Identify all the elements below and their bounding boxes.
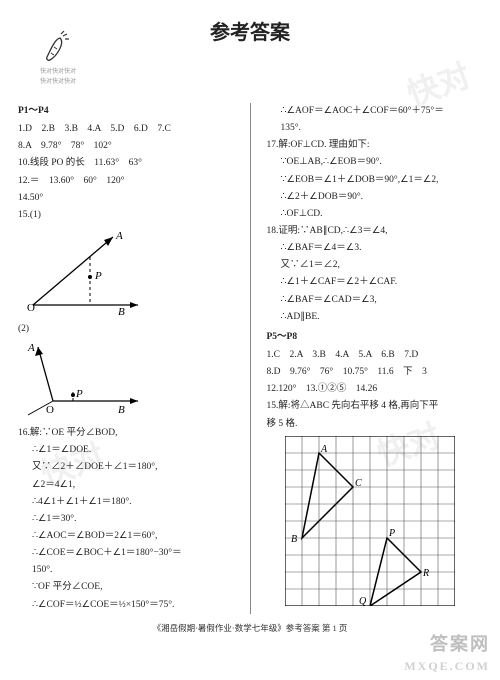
answer-line: 8.D 9.76° 76° 10.75° 11.6 下 3 xyxy=(267,364,483,380)
svg-text:O: O xyxy=(46,404,54,416)
svg-text:R: R xyxy=(422,568,429,579)
right-column: ∴∠AOF＝∠AOC＋∠COF＝60°＋75°＝ 135°. 17.解:OF⊥C… xyxy=(267,103,483,614)
svg-text:B: B xyxy=(118,404,125,416)
svg-text:A: A xyxy=(320,444,328,455)
svg-text:P: P xyxy=(75,388,83,400)
answer-line: 14.50° xyxy=(18,190,234,206)
column-divider xyxy=(250,103,251,614)
answer-line: ∴∠2＋∠DOB＝90°. xyxy=(267,189,483,205)
svg-text:A: A xyxy=(27,342,35,354)
answer-line: ∴∠COF＝½∠COE＝½×150°＝75°. xyxy=(18,597,234,613)
answer-line: 又∵∠1＝∠2, xyxy=(267,257,483,273)
brand-corner-url: MXQE.COM xyxy=(404,659,490,674)
answer-line: ∴4∠1＋∠1＋∠1＝180°. xyxy=(18,494,234,510)
answer-line: 12.120° 13.①②⑤ 14.26 xyxy=(267,381,483,397)
answer-line: ∴∠1＋∠CAF＝∠2＋∠CAF. xyxy=(267,274,483,290)
answer-line: 135°. xyxy=(267,120,483,136)
answer-line: 150°. xyxy=(18,562,234,578)
section-header: P5～P8 xyxy=(267,329,483,345)
answer-line: 1.D 2.B 3.B 4.A 5.D 6.D 7.C xyxy=(18,121,234,137)
page-footer: 《湘岳假期·暑假作业·数学七年级》参考答案 第 1 页 xyxy=(18,622,482,634)
answer-line: ∴∠BAF＝∠CAD＝∠3, xyxy=(267,292,483,308)
answer-line: ∠2＝4∠1, xyxy=(18,477,234,493)
answer-line: 12.＝ 13.60° 60° 120° xyxy=(18,173,234,189)
answer-line: ∴∠1＝∠DOE. xyxy=(18,442,234,458)
answer-line: 8.A 9.78° 78° 102° xyxy=(18,138,234,154)
answer-line: ∴∠1＝30°. xyxy=(18,511,234,527)
svg-text:C: C xyxy=(355,478,362,489)
svg-text:Q: Q xyxy=(359,596,367,606)
answer-line: ∴∠BAF＝∠4＝∠3. xyxy=(267,240,483,256)
answer-line: ∵∠EOB＝∠1＋∠DOB＝90°,∠1＝∠2, xyxy=(267,172,483,188)
answer-line: (2) xyxy=(18,321,234,337)
answer-line: 1.C 2.A 3.B 4.A 5.A 6.B 7.D xyxy=(267,347,483,363)
answer-line: ∴AD∥BE. xyxy=(267,309,483,325)
answer-line: ∵OF 平分∠COE, xyxy=(18,579,234,595)
answer-line: 15.解:将△ABC 先向右平移 4 格,再向下平 xyxy=(267,398,483,414)
answer-line: 又∵∠2＋∠DOE＋∠1＝180°, xyxy=(18,459,234,475)
answer-line: ∴OF⊥CD. xyxy=(267,206,483,222)
svg-text:O: O xyxy=(27,302,35,314)
svg-text:B: B xyxy=(118,306,125,317)
grid-figure: A B C P R Q xyxy=(285,436,455,606)
carrot-icon-block: 快对快对快对 快对快对快对 xyxy=(28,30,88,87)
geometry-figure-2: O A B P xyxy=(18,341,148,421)
page-title: 参考答案 xyxy=(210,16,290,45)
svg-text:P: P xyxy=(388,528,395,539)
svg-text:B: B xyxy=(291,534,297,545)
answer-line: ∵OE⊥AB,∴∠EOB＝90°. xyxy=(267,154,483,170)
answer-line: 15.(1) xyxy=(18,207,234,223)
section-header: P1～P4 xyxy=(18,103,234,119)
carrot-icon xyxy=(41,30,75,64)
answer-line: 18.证明:∵AB∥CD,∴∠3＝∠4, xyxy=(267,223,483,239)
carrot-caption: 快对快对快对 xyxy=(28,79,88,87)
geometry-figure-1: O A B P xyxy=(18,227,148,317)
answer-line: ∴∠COE＝∠BOC＋∠1＝180°−30°＝ xyxy=(18,545,234,561)
svg-text:A: A xyxy=(115,230,123,242)
answer-line: 17.解:OF⊥CD. 理由如下: xyxy=(267,137,483,153)
carrot-caption: 快对快对快对 xyxy=(28,69,88,77)
answer-line: 10.线段 PO 的长 11.63° 63° xyxy=(18,155,234,171)
answer-line: ∴∠AOF＝∠AOC＋∠COF＝60°＋75°＝ xyxy=(267,103,483,119)
answer-line: 16.解:∵OE 平分∠BOD, xyxy=(18,425,234,441)
answer-line: 移 5 格. xyxy=(267,416,483,432)
left-column: P1～P4 1.D 2.B 3.B 4.A 5.D 6.D 7.C 8.A 9.… xyxy=(18,103,234,614)
answer-line: ∴∠AOC＝∠BOD＝2∠1＝60°, xyxy=(18,528,234,544)
brand-corner: 答案网 xyxy=(430,630,490,656)
svg-text:P: P xyxy=(94,270,102,282)
